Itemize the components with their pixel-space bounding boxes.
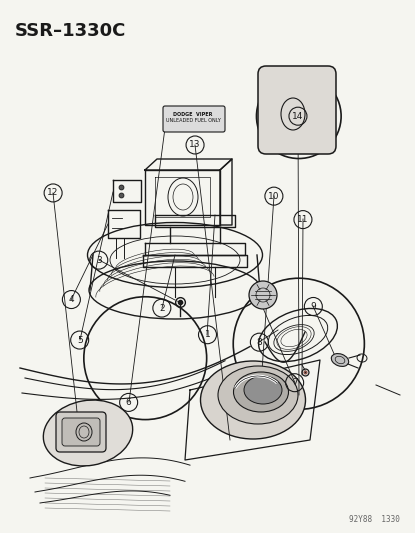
Circle shape	[249, 281, 277, 309]
Ellipse shape	[331, 353, 349, 366]
Text: 13: 13	[189, 141, 201, 149]
Ellipse shape	[43, 400, 133, 466]
Ellipse shape	[218, 366, 298, 424]
FancyBboxPatch shape	[163, 106, 225, 132]
Text: 12: 12	[47, 189, 59, 197]
Text: 3: 3	[96, 256, 102, 264]
Text: 6: 6	[126, 398, 132, 407]
Text: 1: 1	[205, 330, 210, 339]
Ellipse shape	[234, 372, 288, 412]
Text: 92Y88  1330: 92Y88 1330	[349, 515, 400, 524]
Text: UNLEADED FUEL ONLY: UNLEADED FUEL ONLY	[166, 118, 220, 124]
Text: SSR–1330C: SSR–1330C	[15, 22, 127, 40]
Text: 8: 8	[256, 338, 262, 346]
Text: 7: 7	[292, 378, 298, 387]
Ellipse shape	[244, 376, 282, 404]
Text: 11: 11	[297, 215, 309, 224]
Text: 4: 4	[68, 295, 74, 304]
FancyBboxPatch shape	[258, 66, 336, 154]
Ellipse shape	[200, 361, 305, 439]
FancyBboxPatch shape	[56, 412, 106, 452]
Text: DODGE  VIPER: DODGE VIPER	[173, 111, 213, 117]
Text: 2: 2	[159, 304, 165, 312]
Text: 5: 5	[77, 336, 83, 344]
Text: 14: 14	[292, 112, 304, 120]
Text: 9: 9	[310, 302, 316, 311]
FancyBboxPatch shape	[62, 418, 100, 446]
Text: 10: 10	[268, 192, 280, 200]
